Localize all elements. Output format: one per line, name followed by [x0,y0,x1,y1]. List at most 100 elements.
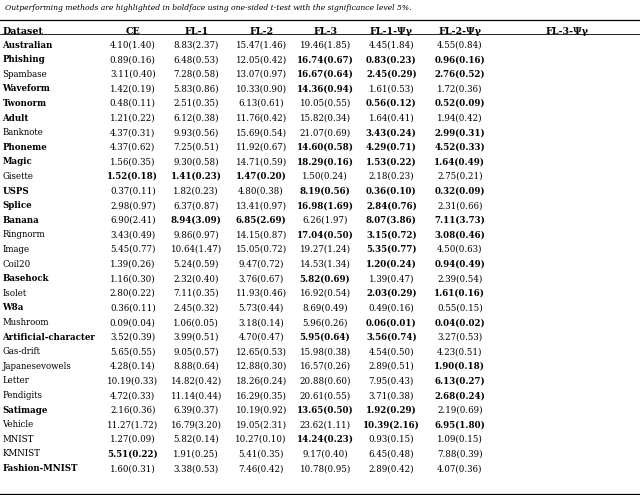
Text: 6.13(0.27): 6.13(0.27) [435,376,485,386]
Text: 9.93(0.56): 9.93(0.56) [173,128,219,137]
Text: 7.11(0.35): 7.11(0.35) [173,289,219,298]
Text: 5.24(0.59): 5.24(0.59) [173,259,219,269]
Text: 14.36(0.94): 14.36(0.94) [296,84,354,94]
Text: 2.80(0.22): 2.80(0.22) [110,289,156,298]
Text: 0.55(0.15): 0.55(0.15) [437,303,483,312]
Text: FL-1-Ψγ: FL-1-Ψγ [370,27,413,36]
Text: 6.13(0.61): 6.13(0.61) [238,99,284,108]
Text: 6.90(2.41): 6.90(2.41) [110,216,156,225]
Text: 15.69(0.54): 15.69(0.54) [236,128,287,137]
Text: 14.24(0.23): 14.24(0.23) [296,435,354,444]
Text: 11.92(0.67): 11.92(0.67) [236,143,287,152]
Text: 13.41(0.97): 13.41(0.97) [236,201,287,210]
Text: 4.50(0.63): 4.50(0.63) [437,245,483,254]
Text: 6.48(0.53): 6.48(0.53) [173,55,219,64]
Text: 2.45(0.29): 2.45(0.29) [366,70,417,79]
Text: 1.42(0.19): 1.42(0.19) [110,84,156,94]
Text: 1.92(0.29): 1.92(0.29) [366,405,417,415]
Text: Image: Image [3,245,29,254]
Text: CE: CE [125,27,140,36]
Text: 2.75(0.21): 2.75(0.21) [437,172,483,181]
Text: 0.52(0.09): 0.52(0.09) [435,99,485,108]
Text: 16.67(0.64): 16.67(0.64) [297,70,353,79]
Text: 6.26(1.97): 6.26(1.97) [302,216,348,225]
Text: 15.82(0.34): 15.82(0.34) [300,113,351,123]
Text: 8.69(0.49): 8.69(0.49) [302,303,348,312]
Text: Magic: Magic [3,157,32,166]
Text: 15.47(1.46): 15.47(1.46) [236,41,287,50]
Text: Adult: Adult [3,113,29,123]
Text: 0.36(0.11): 0.36(0.11) [110,303,156,312]
Text: 1.27(0.09): 1.27(0.09) [110,435,156,444]
Text: Basehock: Basehock [3,274,49,283]
Text: 10.05(0.55): 10.05(0.55) [300,99,351,108]
Text: 5.83(0.86): 5.83(0.86) [173,84,219,94]
Text: 20.61(0.55): 20.61(0.55) [300,391,351,400]
Text: 4.29(0.71): 4.29(0.71) [366,143,417,152]
Text: 11.76(0.42): 11.76(0.42) [236,113,287,123]
Text: 3.43(0.24): 3.43(0.24) [366,128,417,137]
Text: 16.29(0.35): 16.29(0.35) [236,391,287,400]
Text: 5.41(0.35): 5.41(0.35) [238,449,284,458]
Text: 4.23(0.51): 4.23(0.51) [437,347,483,356]
Text: 1.50(0.24): 1.50(0.24) [302,172,348,181]
Text: 3.76(0.67): 3.76(0.67) [239,274,284,283]
Text: Banana: Banana [3,216,39,225]
Text: 3.18(0.14): 3.18(0.14) [238,318,284,327]
Text: 4.45(1.84): 4.45(1.84) [369,41,414,50]
Text: 19.46(1.85): 19.46(1.85) [300,41,351,50]
Text: 3.71(0.38): 3.71(0.38) [369,391,414,400]
Text: Letter: Letter [3,376,29,386]
Text: 0.32(0.09): 0.32(0.09) [435,187,485,196]
Text: 2.16(0.36): 2.16(0.36) [110,405,156,415]
Text: 3.08(0.46): 3.08(0.46) [435,230,485,240]
Text: Gas-drift: Gas-drift [3,347,40,356]
Text: 6.37(0.87): 6.37(0.87) [173,201,219,210]
Text: 10.27(0.10): 10.27(0.10) [236,435,287,444]
Text: 9.30(0.58): 9.30(0.58) [173,157,219,166]
Text: Dataset: Dataset [3,27,44,36]
Text: Japanesevowels: Japanesevowels [3,362,72,371]
Text: 0.48(0.11): 0.48(0.11) [110,99,156,108]
Text: Banknote: Banknote [3,128,44,137]
Text: FL-2-Ψγ: FL-2-Ψγ [438,27,481,36]
Text: 19.27(1.24): 19.27(1.24) [300,245,351,254]
Text: 12.88(0.30): 12.88(0.30) [236,362,287,371]
Text: 6.45(0.48): 6.45(0.48) [369,449,414,458]
Text: 2.76(0.52): 2.76(0.52) [435,70,485,79]
Text: 2.45(0.32): 2.45(0.32) [173,303,219,312]
Text: FL-3: FL-3 [313,27,337,36]
Text: 4.72(0.33): 4.72(0.33) [110,391,156,400]
Text: 17.04(0.50): 17.04(0.50) [297,230,353,240]
Text: 1.09(0.15): 1.09(0.15) [437,435,483,444]
Text: 16.79(3.20): 16.79(3.20) [171,420,221,429]
Text: Splice: Splice [3,201,32,210]
Text: 1.06(0.05): 1.06(0.05) [173,318,219,327]
Text: 1.61(0.16): 1.61(0.16) [435,289,485,298]
Text: FL-2: FL-2 [249,27,273,36]
Text: 6.85(2.69): 6.85(2.69) [236,216,287,225]
Text: 1.94(0.42): 1.94(0.42) [437,113,483,123]
Text: 0.96(0.16): 0.96(0.16) [435,55,485,64]
Text: 21.07(0.69): 21.07(0.69) [300,128,351,137]
Text: 2.98(0.97): 2.98(0.97) [110,201,156,210]
Text: 5.95(0.64): 5.95(0.64) [300,333,351,342]
Text: 1.21(0.22): 1.21(0.22) [110,113,156,123]
Text: 0.89(0.16): 0.89(0.16) [110,55,156,64]
Text: 0.49(0.16): 0.49(0.16) [369,303,414,312]
Text: 16.74(0.67): 16.74(0.67) [297,55,353,64]
Text: 6.39(0.37): 6.39(0.37) [173,405,219,415]
Text: 7.11(3.73): 7.11(3.73) [435,216,485,225]
Text: 3.38(0.53): 3.38(0.53) [173,464,219,473]
Text: 0.93(0.15): 0.93(0.15) [369,435,414,444]
Text: 11.14(0.44): 11.14(0.44) [170,391,222,400]
Text: 23.62(1.11): 23.62(1.11) [300,420,351,429]
Text: 2.68(0.24): 2.68(0.24) [435,391,485,400]
Text: 7.25(0.51): 7.25(0.51) [173,143,219,152]
Text: 0.04(0.02): 0.04(0.02) [435,318,485,327]
Text: 14.60(0.58): 14.60(0.58) [296,143,354,152]
Text: Pendigits: Pendigits [3,391,42,400]
Text: 0.56(0.12): 0.56(0.12) [366,99,417,108]
Text: 1.47(0.20): 1.47(0.20) [236,172,287,181]
Text: 18.26(0.24): 18.26(0.24) [236,376,287,386]
